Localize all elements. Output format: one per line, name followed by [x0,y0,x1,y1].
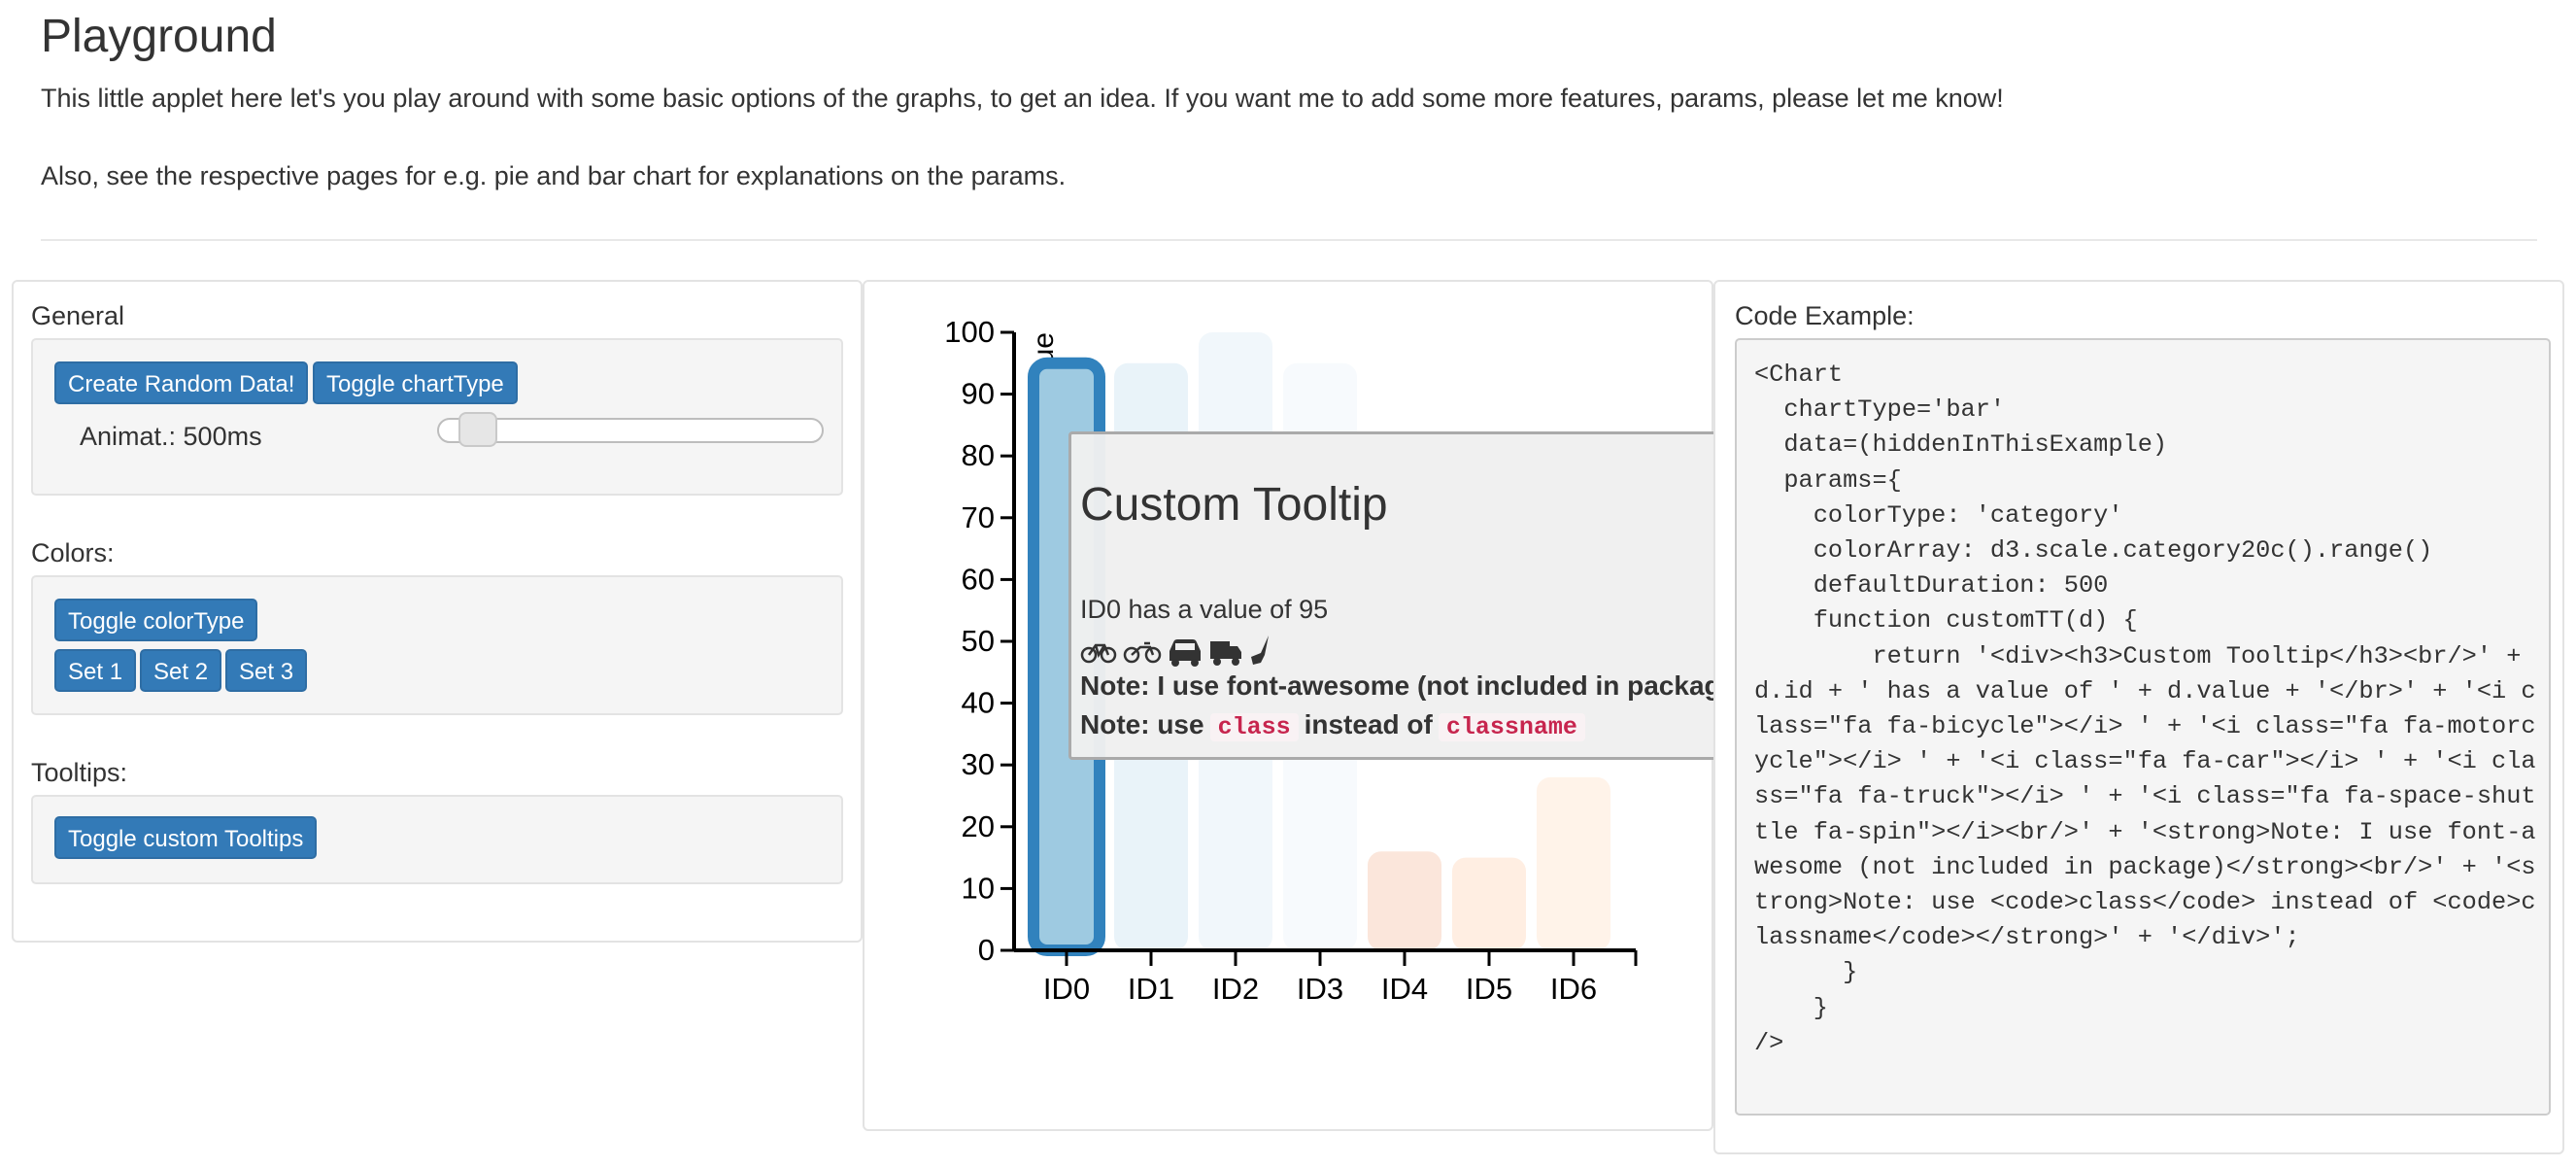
code-example-label: Code Example: [1735,301,1915,330]
x-tick-label: ID0 [1043,972,1090,1006]
x-tick-label: ID5 [1466,972,1512,1006]
space-shuttle-icon [1251,636,1269,665]
bar [1537,776,1610,950]
tooltip-title: Custom Tooltip [1080,479,1388,531]
animation-slider-handle[interactable] [458,412,497,447]
tooltips-label: Tooltips: [31,758,128,787]
motorcycle-icon [1123,641,1162,664]
animation-label: Animat.: 500ms [80,422,262,451]
x-tick-label: ID6 [1550,972,1597,1006]
y-tick-label: 100 [944,315,995,349]
divider [41,239,2537,241]
bicycle-icon [1080,643,1117,664]
bar [1368,851,1441,950]
y-tick-label: 0 [978,933,995,967]
tooltip-code-class: class [1209,713,1299,741]
x-tick-label: ID2 [1212,972,1259,1006]
toggle-charttype-button[interactable]: Toggle chartType [313,361,518,404]
bar [1452,857,1526,950]
y-tick-label: 50 [962,624,995,658]
car-icon [1169,639,1201,667]
y-tick-label: 60 [962,562,995,596]
colors-well [31,575,843,715]
code-block: <Chart chartType='bar' data=(hiddenInThi… [1754,361,2536,1057]
create-random-data-button[interactable]: Create Random Data! [54,361,309,404]
y-tick-label: 10 [962,871,995,905]
x-tick-label: ID4 [1381,972,1428,1006]
toggle-custom-tooltips-button[interactable]: Toggle custom Tooltips [54,816,318,859]
tooltip-note-2-prefix: Note: use [1080,709,1204,739]
tooltip-icons [1080,636,1269,667]
custom-tooltip [1068,431,1762,760]
y-tick-label: 20 [962,809,995,843]
y-tick-label: 30 [962,747,995,781]
color-set-2-button[interactable]: Set 2 [140,649,222,692]
color-set-1-button[interactable]: Set 1 [54,649,137,692]
code-well [1735,338,2551,1116]
animation-slider[interactable] [437,418,824,443]
colors-label: Colors: [31,538,115,567]
y-tick-label: 90 [962,377,995,411]
toggle-colortype-button[interactable]: Toggle colorType [54,599,258,641]
color-set-3-button[interactable]: Set 3 [225,649,308,692]
general-label: General [31,301,125,330]
tooltip-text: ID0 has a value of 95 [1080,595,1329,624]
intro-text: This little applet here let's you play a… [41,84,2004,113]
y-tick-label: 40 [962,686,995,720]
x-tick-label: ID3 [1297,972,1343,1006]
tooltip-code-classname: classname [1438,713,1585,741]
x-tick-label: ID1 [1128,972,1174,1006]
intro-text-2: Also, see the respective pages for e.g. … [41,161,1067,190]
tooltip-note-1: Note: I use font-awesome (not included i… [1080,670,1746,701]
tooltip-note-2: Note: use class instead of classname [1080,709,1591,741]
y-tick-label: 80 [962,438,995,472]
truck-icon [1210,641,1241,666]
y-tick-label: 70 [962,500,995,534]
page-title: Playground [41,11,277,62]
tooltip-note-2-middle: instead of [1304,709,1433,739]
